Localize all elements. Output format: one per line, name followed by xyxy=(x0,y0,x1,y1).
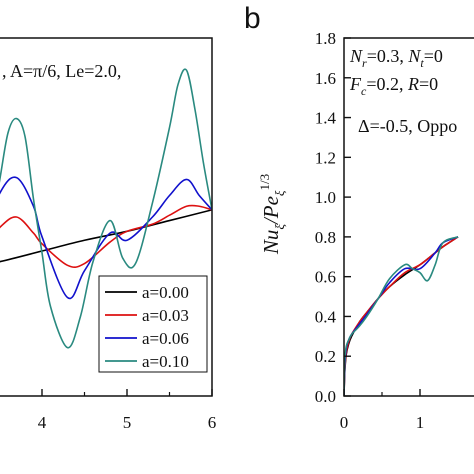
panel-a-x-axis: 4 5 6 xyxy=(38,389,217,432)
legend-label-3: a=0.10 xyxy=(142,352,189,371)
panel-b-frame xyxy=(343,37,474,397)
panel-b-y-tick-label: 0.0 xyxy=(315,387,336,406)
panel-a-series xyxy=(0,68,212,349)
panel-b-y-tick-label: 1.0 xyxy=(315,188,336,207)
panel-b-x-tick-label: 1 xyxy=(416,413,425,432)
panel-b-series-line-3 xyxy=(344,236,459,396)
panel-b-series xyxy=(344,236,459,396)
panel-b-x-tick-label: 0 xyxy=(340,413,349,432)
panel-b-annotation-1: Nr=0.3, Nt=0 xyxy=(349,46,443,70)
panel-a-frame xyxy=(0,37,213,397)
panel-b-y-tick-label: 1.4 xyxy=(315,109,337,128)
panel-a-series-line-3 xyxy=(0,68,212,349)
panel-b-annotation-2: Fc=0.2, R=0 xyxy=(349,74,438,98)
panel-b-y-tick-label: 1.8 xyxy=(315,29,336,48)
panel-b-y-tick-label: 1.2 xyxy=(315,148,336,167)
panel-a-x-tick-label: 6 xyxy=(208,413,217,432)
panel-a-legend: a=0.00 a=0.03 a=0.06 a=0.10 xyxy=(98,275,208,373)
panel-b-annotation-3: Δ=-0.5, Oppo xyxy=(358,116,457,136)
panel-a-x-tick-label: 4 xyxy=(38,413,47,432)
panel-letter-b: b xyxy=(244,2,261,35)
panel-b-y-axis: 0.0 0.2 0.4 0.6 0.8 1.0 1.2 1.4 1.6 1.8 xyxy=(315,29,351,406)
legend-label-0: a=0.00 xyxy=(142,283,189,302)
panel-b-series-line-0 xyxy=(344,236,459,396)
panel-b-y-tick-label: 0.8 xyxy=(315,228,336,247)
panel-b-y-tick-label: 0.4 xyxy=(315,307,337,326)
panel-a-series-line-2 xyxy=(0,176,212,300)
panel-b-series-line-2 xyxy=(344,236,459,396)
panel-a-series-line-1 xyxy=(0,204,212,269)
panel-a-x-tick-label: 5 xyxy=(123,413,132,432)
legend-label-1: a=0.03 xyxy=(142,306,189,325)
panel-b-y-tick-label: 1.6 xyxy=(315,69,336,88)
panel-b-y-tick-label: 0.2 xyxy=(315,347,336,366)
panel-b-series-line-1 xyxy=(344,236,459,396)
panel-b-y-tick-label: 0.6 xyxy=(315,268,336,287)
panel-b-y-axis-label: Nuξ/Peξ1/3 xyxy=(257,174,287,255)
panel-a-parameter-label: , A=π/6, Le=2.0, xyxy=(2,61,121,81)
legend-label-2: a=0.06 xyxy=(142,329,189,348)
